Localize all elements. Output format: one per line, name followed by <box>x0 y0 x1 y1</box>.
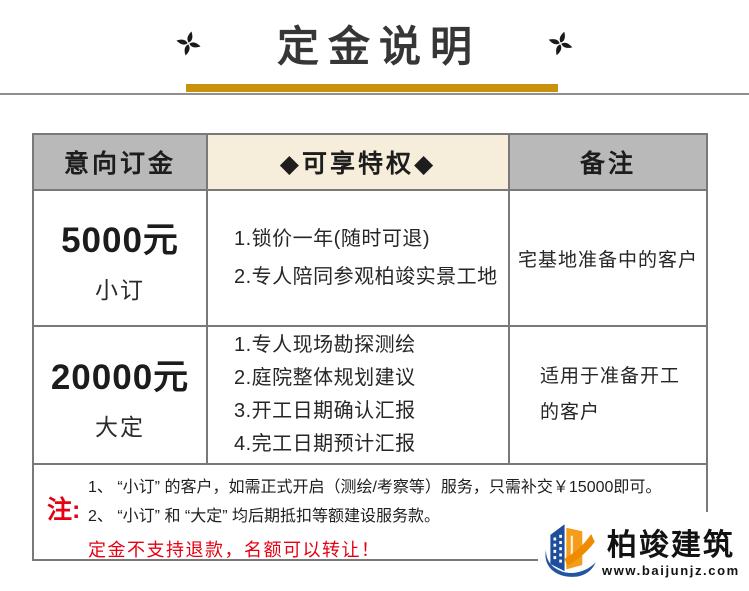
logo-url: www.baijunjz.com <box>602 563 740 578</box>
table-row-small-deposit: 5000元 小订 1.锁价一年(随时可退) 2.专人陪同参观柏竣实景工地 宅基地… <box>34 191 706 327</box>
deposit-cell: 5000元 小订 <box>34 191 208 327</box>
privilege-line: 1.锁价一年(随时可退) <box>234 228 430 250</box>
page-title: 定金说明 <box>276 22 481 70</box>
header-cell-deposit: 意向订金 <box>34 135 208 191</box>
divider-line <box>0 93 749 95</box>
header-cell-privileges: ◆可享特权◆ <box>208 135 510 191</box>
deposit-tier: 小订 <box>95 276 145 303</box>
note-line-2: 2、 “小订” 和 “大定” 均后期抵扣等额建设服务款。 <box>88 508 440 525</box>
logo-building-icon <box>538 514 600 584</box>
deposit-table: 意向订金 ◆可享特权◆ 备注 5000元 小订 1.锁价一年(随时可退) 2.专… <box>32 133 708 561</box>
remark-cell: 宅基地准备中的客户 <box>510 191 706 327</box>
privileges-cell: 1.锁价一年(随时可退) 2.专人陪同参观柏竣实景工地 <box>208 191 510 327</box>
privilege-line: 1.专人现场勘探测绘 <box>234 334 416 356</box>
title-underline <box>186 84 558 92</box>
privilege-line: 2.专人陪同参观柏竣实景工地 <box>234 266 498 288</box>
table-header-row: 意向订金 ◆可享特权◆ 备注 <box>34 135 706 191</box>
privileges-cell: 1.专人现场勘探测绘 2.庭院整体规划建议 3.开工日期确认汇报 4.完工日期预… <box>208 327 510 465</box>
privilege-line: 4.完工日期预计汇报 <box>234 433 416 455</box>
fleuron-left-icon <box>172 27 205 60</box>
brand-logo: 柏竣建筑 www.baijunjz.com <box>538 512 738 586</box>
deposit-tier: 大定 <box>95 413 145 440</box>
page-header: 定金说明 <box>0 12 749 74</box>
privilege-line: 3.开工日期确认汇报 <box>234 400 416 422</box>
logo-name: 柏竣建筑 <box>606 529 735 562</box>
deposit-cell: 20000元 大定 <box>34 327 208 465</box>
logo-text-block: 柏竣建筑 www.baijunjz.com <box>602 520 740 578</box>
remark-cell: 适用于准备开工 的客户 <box>510 327 706 465</box>
note-label: 注: <box>47 496 81 524</box>
privilege-line: 2.庭院整体规划建议 <box>234 367 416 389</box>
fleuron-right-icon <box>543 26 577 60</box>
remark-text: 宅基地准备中的客户 <box>517 249 698 271</box>
remark-text: 的客户 <box>540 402 601 423</box>
note-box: 注: 1、 “小订” 的客户，如需正式开启（测绘/考察等）服务，只需补交￥150… <box>34 465 706 560</box>
note-line-1: 1、 “小订” 的客户，如需正式开启（测绘/考察等）服务，只需补交￥15000即… <box>88 479 662 496</box>
note-warning: 定金不支持退款，名额可以转让！ <box>88 540 381 560</box>
remark-text: 适用于准备开工 <box>540 366 681 387</box>
table-row-large-deposit: 20000元 大定 1.专人现场勘探测绘 2.庭院整体规划建议 3.开工日期确认… <box>34 327 706 465</box>
deposit-amount: 5000元 <box>61 220 179 260</box>
deposit-amount: 20000元 <box>50 357 190 397</box>
header-cell-remarks: 备注 <box>510 135 706 191</box>
